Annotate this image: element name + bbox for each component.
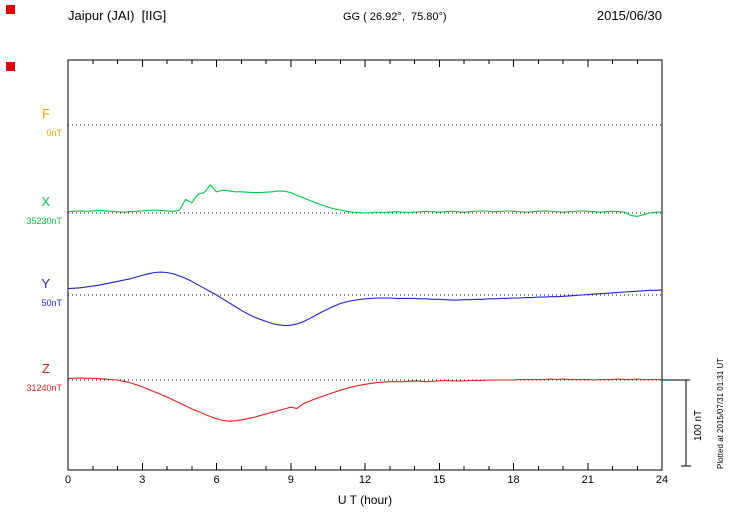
red-marker-left [6, 62, 15, 71]
x-tick-label: 3 [139, 474, 146, 486]
plot-frame [67, 59, 663, 471]
component-letter-F: F [42, 106, 50, 121]
trace-Y [67, 271, 663, 327]
trace-X [67, 184, 662, 217]
x-tick-label: 6 [213, 474, 220, 486]
component-letter-X: X [41, 194, 50, 209]
baseline-gridlines [68, 124, 662, 381]
station-title: Jaipur (JAI) [IIG] [68, 8, 167, 23]
x-tick-label: 0 [64, 474, 72, 486]
x-tick-label: 9 [287, 474, 294, 486]
geo-coordinates: GG ( 26.92°, 75.80°) [343, 11, 447, 23]
scale-bar: 100 nT [662, 379, 704, 467]
x-axis-title: U T (hour) [337, 493, 393, 507]
baseline-value-F: 0nT [46, 128, 62, 138]
scale-bar-label: 100 nT [693, 410, 704, 441]
x-tick-label: 15 [433, 474, 446, 486]
x-tick-label: 12 [358, 474, 372, 486]
baseline-value-Z: 31240nT [26, 383, 62, 393]
plotted-at-note: Plotted at 2015/07/31 01:31 UT [716, 358, 725, 469]
component-letter-Y: Y [41, 276, 50, 291]
red-marker-top-left [6, 5, 15, 14]
trace-Z [68, 377, 662, 422]
axis-ticks [67, 60, 663, 470]
baseline-value-X: 35230nT [26, 216, 62, 226]
x-tick-label: 18 [507, 474, 520, 486]
baseline-value-Y: 50nT [41, 298, 62, 308]
x-tick-label: 24 [655, 474, 669, 486]
component-letter-Z: Z [42, 361, 50, 376]
x-tick-label: 21 [581, 474, 594, 486]
component-traces [67, 184, 663, 422]
plot-date: 2015/06/30 [596, 8, 662, 23]
